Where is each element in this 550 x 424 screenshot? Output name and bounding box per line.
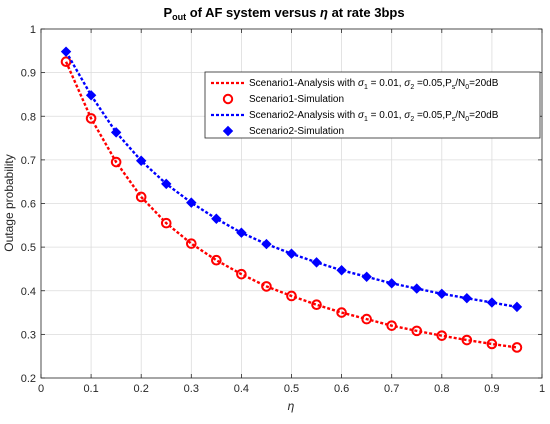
scenario2-sim-point <box>135 155 147 166</box>
legend-swatch-s2-simulation <box>222 125 234 137</box>
legend-entry-s2-analysis: Scenario2-Analysis with σ1 = 0.01, σ2 =0… <box>211 110 499 123</box>
x-tick-label: 0.4 <box>234 383 249 395</box>
legend-label-s2-simulation: Scenario2-Simulation <box>249 126 344 137</box>
scenario2-sim-point <box>386 278 397 289</box>
scenario1-sim-point <box>85 113 97 124</box>
scenario2-sim-point <box>186 197 197 208</box>
y-tick-label: 0.8 <box>21 111 36 123</box>
x-tick-label: 0 <box>38 383 44 395</box>
x-tick-label: 0.8 <box>434 383 449 395</box>
scenario1-sim-point <box>311 299 322 311</box>
x-tick-label: 0.7 <box>384 383 399 395</box>
scenario1-sim-point <box>361 313 372 325</box>
scenario2-sim-point <box>461 292 473 304</box>
scenario1-sim-point <box>286 290 297 302</box>
x-tick-label: 0.5 <box>284 383 299 395</box>
scenario2-sim-point <box>311 257 322 268</box>
scenario1-sim-point <box>511 342 523 353</box>
x-tick-label: 0.1 <box>83 383 98 395</box>
scenario1-sim-point <box>60 56 72 68</box>
scenario1-sim-point <box>436 330 448 341</box>
legend-label-s1-simulation: Scenario1-Simulation <box>249 94 344 105</box>
y-tick-label: 0.4 <box>21 286 36 298</box>
legend-entry-s1-simulation: Scenario1-Simulation <box>222 93 344 105</box>
scenario2-sim-point <box>436 288 448 300</box>
y-tick-label: 1 <box>30 24 36 36</box>
y-tick-label: 0.9 <box>21 68 36 80</box>
scenario2-sim-point <box>161 178 172 190</box>
scenario1-sim-point <box>211 254 222 266</box>
legend-label-s2-analysis: Scenario2-Analysis with σ1 = 0.01, σ2 =0… <box>249 110 499 123</box>
legend-box <box>204 71 541 139</box>
legend-entry-s2-simulation: Scenario2-Simulation <box>222 125 344 137</box>
scenario1-sim-point <box>411 325 423 337</box>
y-tick-label: 0.6 <box>21 199 36 211</box>
x-tick-label: 0.6 <box>334 383 349 395</box>
legend-entry-s1-analysis: Scenario1-Analysis with σ1 = 0.01, σ2 =0… <box>211 78 499 91</box>
y-tick-label: 0.2 <box>21 373 36 385</box>
scenario1-sim-point <box>486 338 498 350</box>
scenario2-sim-point <box>261 238 272 250</box>
scenario2-sim-point <box>361 271 372 282</box>
scenario1-sim-point <box>160 217 172 229</box>
scenario2-sim-point <box>85 90 97 101</box>
y-axis-label: Outage probability <box>2 154 16 251</box>
scenario2-sim-point <box>110 127 122 138</box>
series-line-1 <box>64 61 518 349</box>
scenario1-sim-point <box>461 334 473 346</box>
scenario1-sim-point <box>261 281 272 292</box>
x-tick-label: 1 <box>539 383 545 395</box>
series-layer <box>60 46 523 353</box>
scenario2-sim-point <box>236 227 247 238</box>
legend: Scenario1-Analysis with σ1 = 0.01, σ2 =0… <box>204 71 541 139</box>
scenario1-sim-point <box>186 238 197 249</box>
scenario1-sim-point <box>135 191 147 203</box>
scenario1-sim-point <box>110 156 122 168</box>
scenario2-sim-point <box>286 248 297 259</box>
scenario1-sim-point <box>386 320 398 331</box>
x-tick-label: 0.2 <box>134 383 149 395</box>
scenario2-sim-point <box>60 46 72 57</box>
scenario1-sim-point <box>236 268 247 280</box>
scenario2-sim-point <box>211 213 222 224</box>
x-axis-label: η <box>288 399 295 413</box>
legend-label-s1-analysis: Scenario1-Analysis with σ1 = 0.01, σ2 =0… <box>249 78 499 91</box>
legend-swatch-s1-simulation <box>222 93 234 105</box>
scenario2-sim-point <box>336 265 347 276</box>
ticks: 0 0.1 0.2 0.3 0.4 0.5 0.6 0.7 0.8 0.9 1 0.2 0.3 0.4 0.… <box>21 24 545 395</box>
x-tick-label: 0.9 <box>484 383 499 395</box>
scenario2-sim-point <box>511 301 523 313</box>
y-tick-label: 0.7 <box>21 155 36 167</box>
chart-title: Pout of AF system versus η at rate 3bps <box>163 5 404 22</box>
y-tick-label: 0.5 <box>21 242 36 254</box>
scenario1-sim-point <box>336 307 347 318</box>
scenario2-sim-point <box>486 297 498 308</box>
x-tick-label: 0.3 <box>184 383 199 395</box>
scenario2-sim-point <box>411 283 422 294</box>
y-tick-label: 0.3 <box>21 329 36 341</box>
